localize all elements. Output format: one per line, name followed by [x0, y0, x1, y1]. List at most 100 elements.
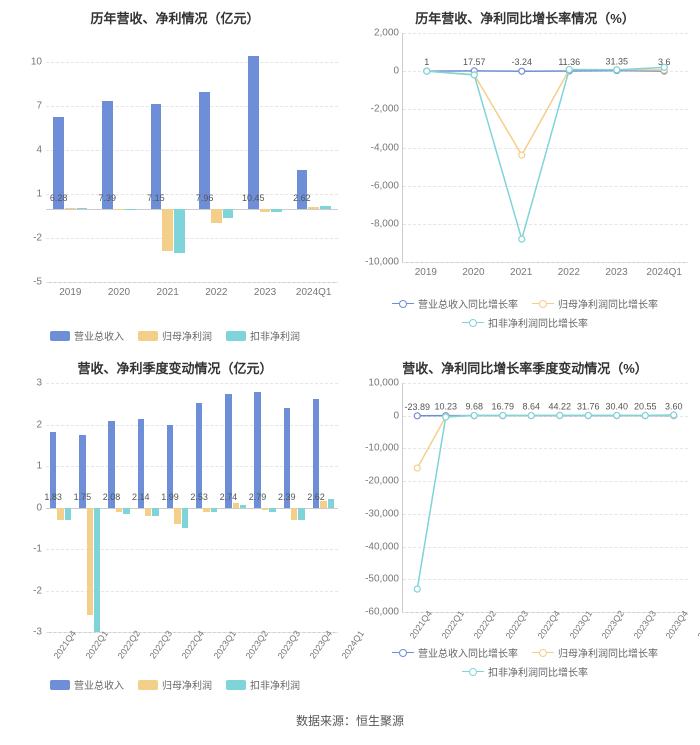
bar [182, 508, 188, 529]
chart4-xaxis: 2021Q42022Q12022Q22022Q32022Q42023Q12023… [402, 613, 688, 627]
bar: 7.96 [199, 92, 210, 209]
bar: 2.62 [297, 170, 308, 208]
series-marker [614, 412, 620, 418]
legend-swatch [226, 331, 246, 341]
point-label: 20.55 [634, 402, 657, 412]
bar-value-label: 2.74 [220, 492, 238, 502]
bar-group: 2.08 [104, 383, 133, 632]
legend-line-icon [532, 303, 554, 304]
x-tick-label: 2021 [143, 283, 192, 298]
legend-item: 营业总收入同比增长率 [392, 296, 518, 311]
x-tick-label: 2022 [545, 263, 593, 278]
series-marker [671, 412, 677, 418]
panel-annual-growth: 历年营收、净利同比增长率情况（%） -10,000-8,000-6,000-4,… [350, 0, 700, 350]
bar-group: 2.14 [134, 383, 163, 632]
point-label: 10.23 [434, 402, 457, 412]
legend-item: 扣非净利润同比增长率 [462, 664, 588, 679]
series-marker [424, 68, 430, 74]
legend-item: 归母净利润 [138, 677, 212, 692]
bar [211, 508, 217, 512]
bar [320, 501, 326, 507]
point-label: 30.40 [605, 402, 628, 412]
bar-group: 7.15 [143, 33, 192, 282]
legend-item: 扣非净利润 [226, 677, 300, 692]
bar [57, 508, 63, 520]
y-tick-label: 10 [6, 57, 42, 68]
bar [298, 508, 304, 520]
panel-annual-revenue: 历年营收、净利情况（亿元） -5-2147106.287.397.157.961… [0, 0, 350, 350]
series-marker [414, 465, 420, 471]
bar [233, 503, 239, 507]
bar: 1.75 [79, 435, 85, 508]
bar-value-label: 7.39 [99, 193, 117, 203]
legend-swatch [50, 680, 70, 690]
bar [116, 508, 122, 512]
series-marker [471, 72, 477, 78]
bar: 7.15 [151, 104, 162, 209]
bar [145, 508, 151, 516]
x-tick-label: 2022 [192, 283, 241, 298]
series-line [417, 415, 674, 589]
bar [125, 209, 136, 210]
bar [308, 207, 319, 208]
bar-group: 2.62 [309, 383, 338, 632]
x-tick-label: 2019 [46, 283, 95, 298]
bar [77, 208, 88, 209]
bar-group: 1.83 [46, 383, 75, 632]
point-label: 8.64 [522, 402, 540, 412]
point-label: 17.57 [463, 57, 486, 67]
bar [162, 209, 173, 251]
legend-item: 归母净利润 [138, 328, 212, 343]
legend-label: 营业总收入同比增长率 [418, 645, 518, 660]
legend-item: 归母净利润同比增长率 [532, 296, 658, 311]
chart3-area: -3-2-101231.831.752.082.141.992.532.742.… [46, 383, 338, 633]
bar: 1.83 [50, 432, 56, 508]
bar-value-label: 2.39 [278, 492, 296, 502]
point-label: -3.24 [511, 57, 532, 67]
legend-item: 扣非净利润同比增长率 [462, 315, 588, 330]
bar: 2.08 [108, 421, 114, 507]
series-line [427, 67, 665, 239]
bar [240, 505, 246, 507]
bar [269, 508, 275, 512]
y-tick-label: 2,000 [357, 28, 399, 39]
point-label: 44.22 [548, 402, 571, 412]
bar [87, 508, 93, 616]
point-label: 9.68 [465, 402, 483, 412]
panel-quarterly-revenue: 营收、净利季度变动情况（亿元） -3-2-101231.831.752.082.… [0, 350, 350, 700]
bar: 2.14 [138, 419, 144, 508]
legend-swatch [50, 331, 70, 341]
line-svg: -23.8910.239.6816.798.6444.2231.7630.402… [403, 383, 688, 612]
chart4-area: -60,000-50,000-40,000-30,000-20,000-10,0… [402, 383, 688, 613]
legend-item: 营业总收入 [50, 328, 124, 343]
series-marker [519, 68, 525, 74]
bar-value-label: 2.62 [293, 193, 311, 203]
bar [174, 209, 185, 253]
legend-line-icon [462, 322, 484, 323]
bar: 6.28 [53, 117, 64, 209]
bar [114, 209, 125, 210]
x-tick-label: 2023 [241, 283, 290, 298]
series-marker [557, 412, 563, 418]
series-line [427, 70, 665, 155]
series-marker [414, 586, 420, 592]
chart2-area: -10,000-8,000-6,000-4,000-2,00002,000117… [402, 33, 688, 263]
y-tick-label: -10,000 [357, 257, 399, 268]
chart2-title: 历年营收、净利同比增长率情况（%） [354, 8, 696, 27]
legend-line-icon [532, 652, 554, 653]
y-tick-label: 0 [357, 410, 399, 421]
bar-value-label: 7.15 [147, 193, 165, 203]
point-label: 31.76 [577, 402, 600, 412]
bar-value-label: 1.75 [74, 492, 92, 502]
y-tick-label: 3 [6, 378, 42, 389]
x-tick-label: 2024Q1 [693, 606, 700, 640]
series-marker [566, 67, 572, 73]
bar [291, 508, 297, 520]
bar-group: 7.39 [95, 33, 144, 282]
bar-value-label: 1.83 [44, 492, 62, 502]
chart1-legend: 营业总收入归母净利润扣非净利润 [4, 328, 346, 343]
y-tick-label: -2 [6, 585, 42, 596]
y-tick-label: -3 [6, 627, 42, 638]
chart3-legend: 营业总收入归母净利润扣非净利润 [4, 677, 346, 692]
chart1-title: 历年营收、净利情况（亿元） [4, 8, 346, 27]
